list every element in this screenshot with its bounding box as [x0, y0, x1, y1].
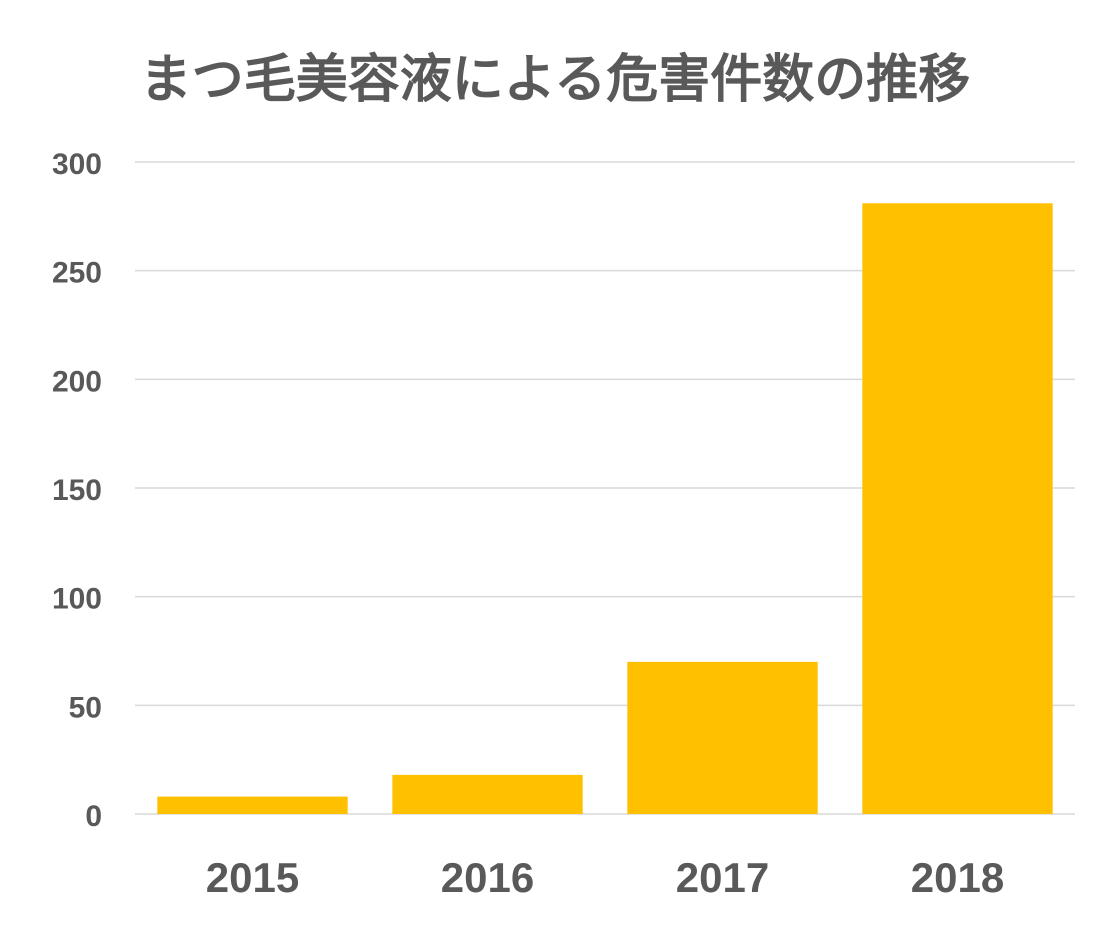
- x-tick-label: 2015: [206, 854, 299, 901]
- y-tick-label: 0: [85, 800, 102, 833]
- y-tick-label: 300: [52, 148, 102, 181]
- y-tick-label: 50: [69, 691, 102, 724]
- bar: [392, 774, 583, 814]
- x-tick-label: 2016: [441, 854, 534, 901]
- y-tick-label: 100: [52, 583, 102, 616]
- bar: [157, 796, 348, 814]
- y-tick-label: 150: [52, 474, 102, 507]
- y-tick-label: 200: [52, 365, 102, 398]
- bar: [862, 203, 1053, 814]
- x-tick-label: 2018: [911, 854, 1004, 901]
- x-tick-label: 2017: [676, 854, 769, 901]
- y-tick-label: 250: [52, 257, 102, 290]
- bar: [627, 661, 818, 814]
- chart-title: まつ毛美容液による危害件数の推移: [139, 50, 971, 110]
